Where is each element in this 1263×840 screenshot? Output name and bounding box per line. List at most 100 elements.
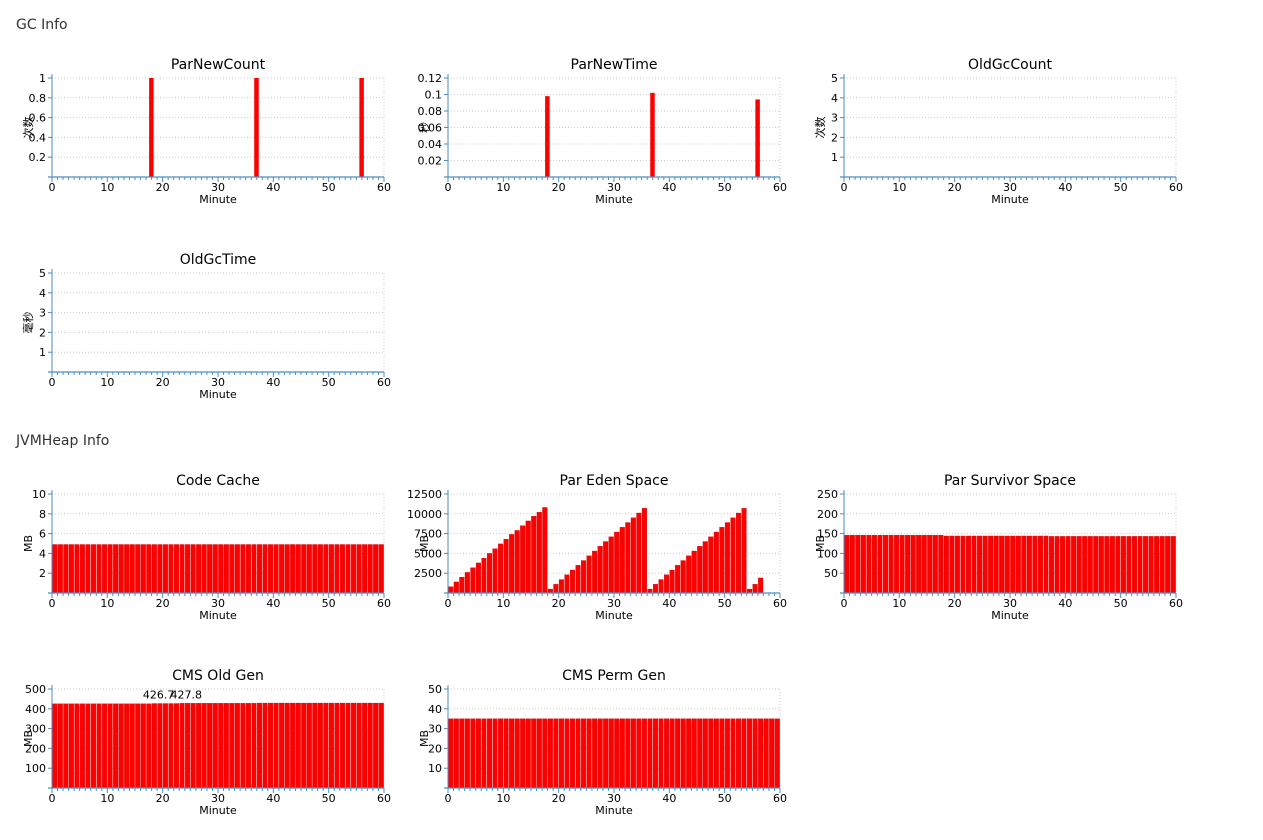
bar[interactable] — [245, 703, 251, 789]
bar[interactable] — [680, 560, 686, 594]
bar[interactable] — [866, 535, 872, 594]
bar[interactable] — [218, 544, 224, 594]
bar[interactable] — [503, 538, 509, 594]
bar[interactable] — [614, 718, 620, 789]
bar[interactable] — [268, 544, 274, 594]
bar[interactable] — [279, 544, 285, 594]
bar[interactable] — [57, 703, 63, 789]
bar[interactable] — [207, 703, 213, 789]
bar[interactable] — [619, 527, 625, 594]
bar[interactable] — [520, 718, 526, 789]
bar[interactable] — [124, 703, 130, 789]
bar[interactable] — [758, 577, 764, 594]
bar[interactable] — [290, 544, 296, 594]
bar[interactable] — [553, 718, 559, 789]
bar[interactable] — [708, 536, 714, 594]
bar[interactable] — [113, 703, 119, 789]
bar[interactable] — [223, 544, 229, 594]
bar[interactable] — [234, 703, 240, 789]
bar[interactable] — [1037, 535, 1043, 594]
bar[interactable] — [641, 508, 647, 594]
bar[interactable] — [855, 535, 861, 594]
bar[interactable] — [1071, 536, 1077, 594]
bar[interactable] — [129, 544, 135, 594]
bar[interactable] — [334, 544, 340, 594]
bar[interactable] — [301, 544, 307, 594]
bar[interactable] — [752, 584, 758, 594]
bar[interactable] — [146, 703, 152, 789]
bar[interactable] — [201, 703, 207, 789]
bar[interactable] — [362, 702, 368, 789]
bar[interactable] — [1154, 536, 1160, 594]
bar[interactable] — [470, 718, 476, 789]
bar[interactable] — [977, 535, 983, 594]
bar[interactable] — [1082, 536, 1088, 594]
bar[interactable] — [212, 703, 218, 789]
bar[interactable] — [312, 702, 318, 789]
bar[interactable] — [162, 703, 168, 789]
bar[interactable] — [1060, 536, 1066, 594]
bar[interactable] — [954, 535, 960, 594]
bar[interactable] — [927, 535, 933, 594]
bar[interactable] — [96, 544, 102, 594]
bar[interactable] — [686, 555, 692, 594]
bar[interactable] — [328, 544, 334, 594]
bar[interactable] — [162, 544, 168, 594]
bar[interactable] — [118, 544, 124, 594]
bar[interactable] — [135, 544, 141, 594]
bar[interactable] — [229, 703, 235, 789]
bar[interactable] — [905, 535, 911, 594]
bar[interactable] — [988, 535, 994, 594]
bar[interactable] — [932, 535, 938, 594]
bar[interactable] — [79, 703, 85, 789]
bar[interactable] — [982, 535, 988, 594]
bar[interactable] — [581, 560, 587, 594]
bar[interactable] — [536, 718, 542, 789]
bar[interactable] — [630, 718, 636, 789]
bar[interactable] — [877, 535, 883, 594]
bar[interactable] — [614, 531, 620, 594]
bar[interactable] — [575, 718, 581, 789]
bar[interactable] — [741, 718, 747, 789]
bar[interactable] — [675, 718, 681, 789]
bar[interactable] — [323, 544, 329, 594]
bar[interactable] — [1165, 536, 1171, 594]
bar[interactable] — [752, 718, 758, 789]
bar[interactable] — [1159, 536, 1165, 594]
bar[interactable] — [284, 544, 290, 594]
bar[interactable] — [675, 565, 681, 594]
bar[interactable] — [1076, 536, 1082, 594]
bar[interactable] — [179, 544, 185, 594]
bar[interactable] — [273, 544, 279, 594]
bar[interactable] — [254, 78, 259, 177]
bar[interactable] — [328, 702, 334, 789]
bar[interactable] — [262, 702, 268, 789]
bar[interactable] — [713, 531, 719, 594]
bar[interactable] — [207, 544, 213, 594]
bar[interactable] — [1004, 535, 1010, 594]
bar[interactable] — [1043, 535, 1049, 594]
bar[interactable] — [921, 535, 927, 594]
bar[interactable] — [301, 702, 307, 789]
bar[interactable] — [339, 702, 346, 789]
bar[interactable] — [151, 544, 157, 594]
bar[interactable] — [758, 718, 764, 789]
bar[interactable] — [190, 703, 196, 789]
bar[interactable] — [735, 718, 742, 789]
bar[interactable] — [702, 718, 708, 789]
bar[interactable] — [1087, 536, 1093, 594]
bar[interactable] — [234, 544, 240, 594]
bar[interactable] — [373, 544, 379, 594]
bar[interactable] — [899, 535, 905, 594]
bar[interactable] — [545, 96, 550, 177]
bar[interactable] — [57, 544, 63, 594]
bar[interactable] — [290, 702, 296, 789]
bar[interactable] — [196, 703, 202, 789]
bar[interactable] — [351, 544, 357, 594]
bar[interactable] — [1032, 535, 1038, 594]
bar[interactable] — [317, 702, 323, 789]
bar[interactable] — [107, 544, 113, 594]
bar[interactable] — [769, 718, 775, 789]
bar[interactable] — [625, 718, 631, 789]
bar[interactable] — [949, 535, 955, 594]
